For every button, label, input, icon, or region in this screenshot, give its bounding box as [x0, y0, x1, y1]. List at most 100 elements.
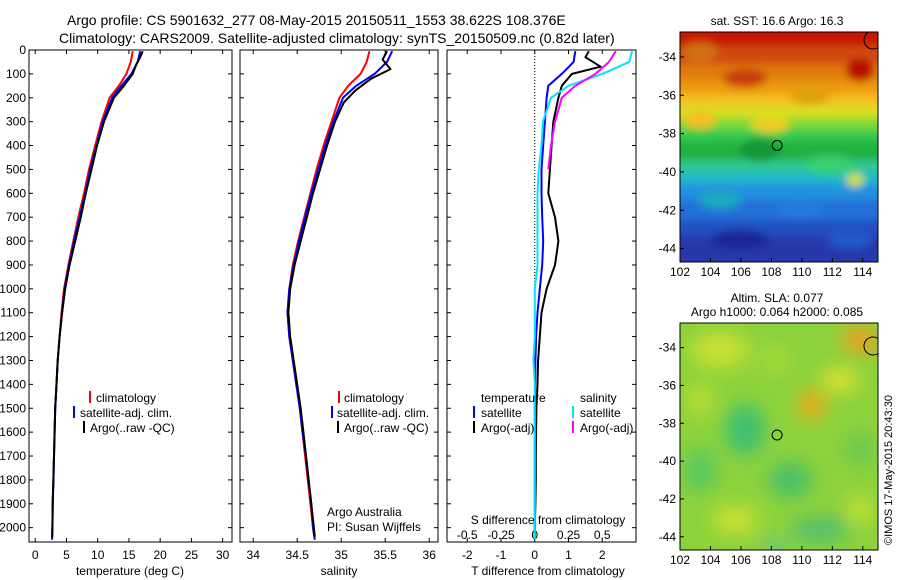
map-y-tick-label: -36: [659, 88, 677, 102]
salinity-axes-frame: [239, 49, 439, 543]
s-tick-label: -0.5: [457, 528, 478, 542]
map-y-tick-label: -34: [659, 50, 677, 64]
legend-swatch-climatology: [338, 391, 340, 403]
legend-label-satellite: satellite-adj. clim.: [80, 406, 172, 420]
map-y-tick-label: -42: [659, 203, 677, 217]
legend-label-satellite: satellite-adj. clim.: [337, 406, 429, 420]
sla-map-frame: [679, 322, 879, 551]
sla-map-axes: 102 104 106 108 110 112 114 -34 -36 -38 -40 -42 -44: [659, 341, 873, 567]
difference-xlabel-top: S difference from climatology: [471, 513, 626, 527]
x-tick-label: 0: [32, 548, 39, 562]
x-tick-label: -1: [496, 548, 507, 562]
y-tick-label: 1300: [0, 353, 26, 367]
legend-swatch-satellite: [331, 406, 333, 418]
salinity-profiles: [286, 50, 394, 540]
figure-title-line1: Argo profile: CS 5901632_277 08-May-2015…: [67, 12, 566, 28]
sst-map-axes: 102 104 106 108 110 112 114 -34 -36 -38 -40 -42 -44: [659, 50, 873, 279]
x-tick-label: 15: [122, 548, 136, 562]
argo-float-marker: [771, 429, 783, 441]
temperature-axes-frame: [28, 49, 233, 543]
legend-header-temperature: temperature: [481, 391, 546, 405]
map-x-tick-label: 104: [700, 553, 720, 567]
x-tick-label: 35: [335, 548, 349, 562]
series-line: [532, 50, 633, 540]
salinity-xlabel: salinity: [321, 564, 358, 578]
salinity-x-axis: 34 34.5 35 35.5 36: [247, 50, 436, 562]
temperature-xlabel: temperature (deg C): [76, 564, 184, 578]
x-tick-label: 1: [565, 548, 572, 562]
map-y-tick-label: -34: [659, 341, 677, 355]
y-tick-label: 600: [6, 186, 26, 200]
legend-label-s-argo: Argo(-adj): [580, 421, 633, 435]
legend-label-t-satellite: satellite: [481, 406, 522, 420]
map-y-tick-label: -42: [659, 492, 677, 506]
legend-label-s-satellite: satellite: [580, 406, 621, 420]
map-x-tick-label: 110: [792, 553, 811, 567]
map-y-tick-label: -38: [659, 127, 677, 141]
y-tick-label: 700: [6, 210, 26, 224]
y-tick-label: 200: [6, 91, 26, 105]
map-x-tick-label: 108: [761, 553, 781, 567]
x-tick-label: 5: [63, 548, 70, 562]
figure-title-line2: Climatology: CARS2009. Satellite-adjuste…: [59, 30, 615, 46]
legend-header-salinity: salinity: [580, 391, 617, 405]
y-tick-label: 1000: [0, 282, 26, 296]
difference-panel: -2 -1 0 1 2-0.5 -0.25 0 0.25 0.5 temperature sal…: [446, 49, 637, 578]
map-y-tick-label: -44: [659, 530, 677, 544]
legend-label-climatology: climatology: [344, 391, 404, 405]
y-tick-label: 1800: [0, 473, 26, 487]
sla-field: [680, 323, 878, 550]
x-tick-label: 34.5: [286, 548, 310, 562]
map-x-tick-label: 112: [823, 265, 842, 279]
y-tick-label: 1500: [0, 401, 26, 415]
credit-institution: Argo Australia: [327, 505, 402, 519]
sst-field: [680, 32, 878, 262]
salinity-legend: climatology satellite-adj. clim. Argo(..…: [331, 391, 429, 435]
map-x-tick-label: 108: [761, 265, 781, 279]
x-tick-label: 25: [185, 548, 199, 562]
map-x-tick-label: 110: [792, 265, 811, 279]
argo-float-marker: [771, 140, 783, 151]
y-tick-label: 800: [6, 234, 26, 248]
salinity-depth-ticks: [240, 49, 438, 529]
y-tick-label: 0: [19, 43, 26, 57]
map-x-tick-label: 106: [731, 265, 751, 279]
x-tick-label: 10: [91, 548, 105, 562]
sla-map-title-line2: Argo h1000: 0.064 h2000: 0.085: [691, 305, 863, 319]
map-x-tick-label: 104: [700, 265, 720, 279]
difference-profiles: [532, 50, 633, 542]
sst-map-title: sat. SST: 16.6 Argo: 16.3: [711, 14, 844, 28]
temperature-x-axis: 0 5 10 15 20 25 30: [32, 50, 230, 562]
map-y-tick-label: -40: [659, 165, 677, 179]
legend-label-t-argo: Argo(-adj): [481, 421, 534, 435]
legend-swatch-argo: [83, 421, 85, 433]
y-tick-label: 1600: [0, 425, 26, 439]
legend-swatch-argo: [337, 421, 339, 433]
s-tick-label: -0.25: [487, 528, 515, 542]
map-x-tick-label: 114: [853, 553, 872, 567]
difference-axes-frame: [446, 49, 637, 543]
legend-label-argo: Argo(..raw -QC): [344, 421, 429, 435]
difference-legend: temperature salinity satellite Argo(-adj…: [473, 391, 633, 435]
s-tick-label: 0.5: [594, 528, 611, 542]
legend-label-climatology: climatology: [96, 391, 156, 405]
y-tick-label: 1900: [0, 497, 26, 511]
sst-map-frame: [679, 31, 879, 263]
legend-swatch-satellite: [73, 406, 75, 418]
map-x-tick-label: 106: [731, 553, 751, 567]
y-tick-label: 1700: [0, 449, 26, 463]
map-x-tick-label: 102: [670, 265, 690, 279]
map-y-tick-label: -36: [659, 378, 677, 392]
x-tick-label: -2: [462, 548, 473, 562]
temperature-profiles: [51, 50, 144, 540]
y-tick-label: 1100: [0, 306, 26, 320]
legend-swatch-t-argo: [473, 421, 475, 433]
x-tick-label: 2: [599, 548, 606, 562]
credit-pi: PI: Susan Wijffels: [327, 520, 421, 534]
y-tick-label: 400: [6, 139, 26, 153]
y-tick-label: 300: [6, 115, 26, 129]
y-tick-label: 1200: [0, 330, 26, 344]
legend-swatch-s-argo: [572, 421, 574, 433]
y-tick-label: 500: [6, 162, 26, 176]
